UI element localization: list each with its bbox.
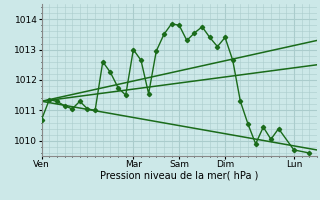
X-axis label: Pression niveau de la mer( hPa ): Pression niveau de la mer( hPa ) xyxy=(100,171,258,181)
